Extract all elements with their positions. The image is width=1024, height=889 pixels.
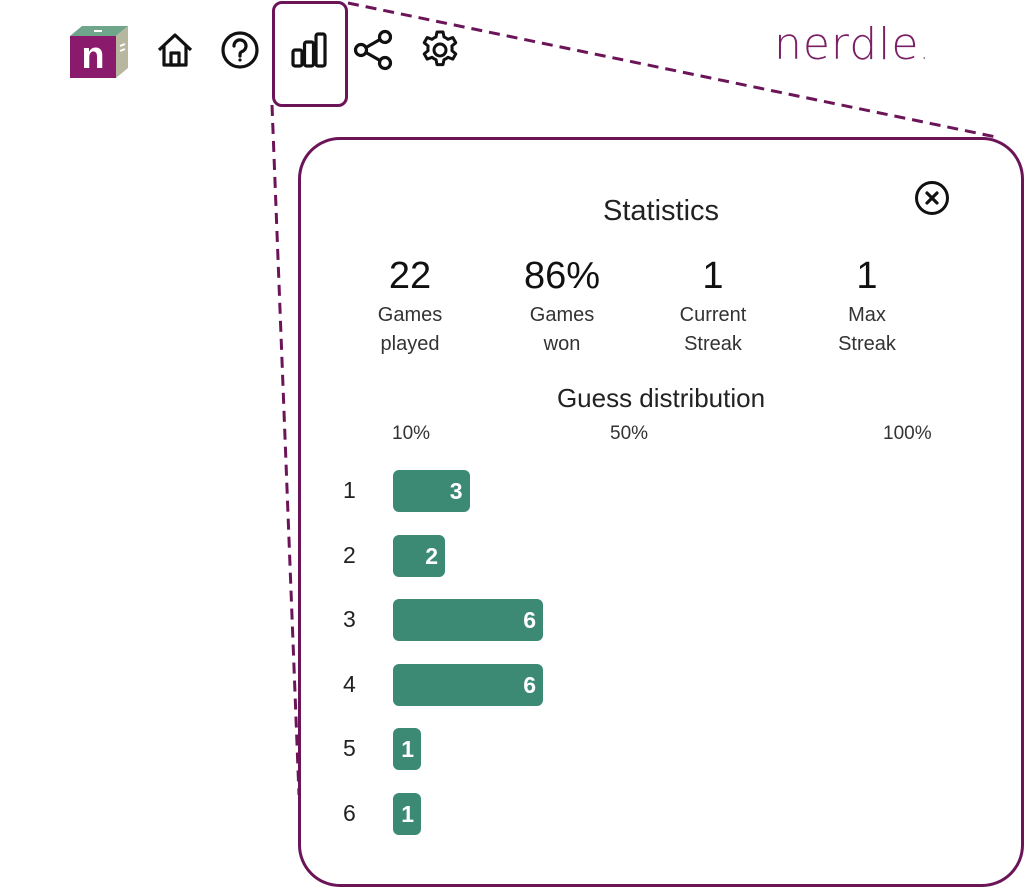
home-button[interactable] <box>150 25 200 75</box>
stats-icon <box>291 32 327 68</box>
distribution-bar: 6 <box>393 663 543 706</box>
guess-number: 6 <box>343 800 356 826</box>
distribution-bar: 1 <box>393 793 421 835</box>
stat-label: Games played <box>340 301 480 359</box>
stat-label-line: Games <box>529 304 595 326</box>
share-button[interactable] <box>348 25 398 75</box>
stat-max-streak: 1 Max Streak <box>797 253 937 359</box>
distribution-bar: 6 <box>393 599 543 642</box>
share-icon <box>353 29 393 71</box>
distribution-count: 1 <box>401 801 414 827</box>
brand-name: nerdle <box>773 19 920 70</box>
stat-label-line: won <box>543 333 581 355</box>
stat-label-line: Current <box>679 304 747 326</box>
distribution-bar: 1 <box>393 728 421 771</box>
guess-number: 1 <box>343 477 356 503</box>
guess-number: 3 <box>343 606 356 633</box>
statistics-button[interactable] <box>284 25 334 75</box>
logo-letter: n <box>81 35 105 77</box>
distribution-count: 6 <box>523 607 536 634</box>
nerdle-logo[interactable]: n <box>68 24 132 80</box>
stat-games-played: 22 Games played <box>340 253 480 359</box>
close-icon <box>915 181 949 215</box>
distribution-count: 2 <box>425 542 438 569</box>
close-button[interactable] <box>914 180 950 216</box>
stat-value: 1 <box>856 255 878 297</box>
stat-value: 1 <box>702 255 724 297</box>
settings-icon <box>422 30 458 67</box>
stat-label-line: Games <box>377 304 443 326</box>
percent-label: 10% <box>392 423 431 444</box>
percent-label: 100% <box>883 423 932 444</box>
distribution-count: 1 <box>401 736 414 763</box>
stat-value: 22 <box>388 255 432 297</box>
stat-label: Current Streak <box>643 301 783 359</box>
stat-current-streak: 1 Current Streak <box>643 253 783 359</box>
stat-label-line: Streak <box>684 333 742 355</box>
guess-number: 2 <box>343 541 356 568</box>
stat-value: 86% <box>523 255 601 297</box>
help-icon <box>221 31 259 69</box>
guess-number: 5 <box>343 735 356 762</box>
guess-distribution-title: Guess distribution <box>556 383 766 413</box>
home-icon <box>157 33 193 67</box>
statistics-title: Statistics <box>602 195 720 227</box>
stat-label: Games won <box>492 301 632 359</box>
guess-number: 4 <box>343 670 356 697</box>
distribution-bar: 2 <box>393 534 445 577</box>
stat-label: Max Streak <box>797 301 937 359</box>
stat-label-line: played <box>380 333 440 355</box>
percent-label: 50% <box>610 423 649 444</box>
settings-button[interactable] <box>415 25 465 75</box>
distribution-bar: 3 <box>393 470 470 512</box>
top-toolbar: n <box>0 0 1024 110</box>
stat-games-won: 86% Games won <box>492 253 632 359</box>
brand-wordmark: nerdle. <box>774 19 930 70</box>
distribution-count: 3 <box>449 478 463 504</box>
statistics-panel: Statistics 22 Games played 86% Games won… <box>298 137 1024 887</box>
brand-dot: . <box>919 32 930 67</box>
help-button[interactable] <box>215 25 265 75</box>
stats-button-highlight <box>272 1 348 107</box>
stat-label-line: Streak <box>838 333 896 355</box>
distribution-count: 6 <box>523 671 536 698</box>
stat-label-line: Max <box>848 304 886 326</box>
